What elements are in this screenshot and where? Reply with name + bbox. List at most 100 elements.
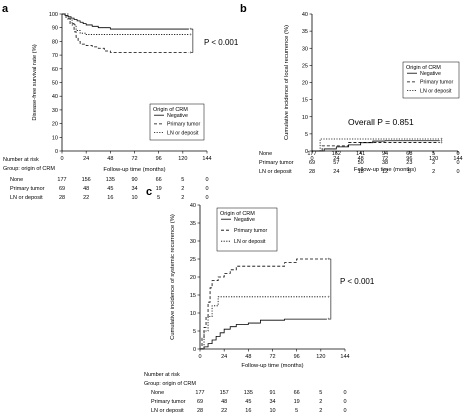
y-tick-label: 10 [302, 115, 308, 121]
y-tick-label: 0 [305, 149, 308, 155]
risk-cell: 5 [408, 169, 411, 175]
risk-cell: 19 [156, 186, 162, 192]
legend-box [149, 103, 205, 141]
legend-title: Origin of CRM [406, 65, 441, 71]
risk-cell: 24 [333, 169, 339, 175]
panel-letter: a [2, 3, 9, 15]
x-tick-label: 120 [178, 156, 187, 162]
risk-cell: 10 [131, 195, 137, 201]
x-axis-title: Follow-up time (months) [354, 167, 416, 173]
p-value-annotation: P < 0.001 [204, 38, 239, 47]
censor-mark: + [440, 138, 443, 143]
y-tick-label: 40 [52, 94, 58, 100]
y-tick-label: 0 [55, 149, 58, 155]
series-line-ln-or-deposit [62, 13, 189, 35]
risk-cell: 2 [181, 195, 184, 201]
x-tick-label: 72 [382, 156, 388, 162]
series-line-negative [312, 140, 440, 152]
risk-cell: 135 [244, 390, 253, 396]
series-line-ln-or-deposit [200, 296, 327, 350]
y-tick-label: 20 [190, 275, 196, 281]
risk-row-label: LN or deposit [259, 169, 292, 175]
y-axis-title: Cumulative incidence of local recurrence… [284, 25, 290, 140]
risk-table-title: Number at risk [3, 157, 39, 163]
risk-cell: 22 [221, 408, 227, 414]
risk-cell: 90 [131, 177, 137, 183]
risk-cell: 66 [294, 390, 300, 396]
risk-cell: 0 [205, 186, 208, 192]
x-tick-label: 96 [406, 156, 412, 162]
risk-row-label: None [259, 151, 272, 157]
x-tick-label: 96 [294, 354, 300, 360]
x-axis-title: Follow-up time (months) [241, 363, 303, 369]
y-tick-label: 90 [52, 26, 58, 32]
risk-cell: 69 [197, 399, 203, 405]
risk-row-label: LN or deposit [10, 195, 43, 201]
legend-title: Origin of CRM [220, 211, 255, 217]
x-tick-label: 72 [269, 354, 275, 360]
risk-cell: 16 [107, 195, 113, 201]
panel-letter: c [146, 186, 152, 198]
y-tick-label: 40 [302, 12, 308, 18]
risk-cell: 10 [269, 408, 275, 414]
risk-cell: 0 [456, 160, 459, 166]
risk-cell: 48 [83, 186, 89, 192]
y-tick-label: 25 [190, 257, 196, 263]
risk-row-label: Primary tumor [259, 160, 294, 166]
risk-cell: 34 [131, 186, 137, 192]
risk-cell: 156 [82, 177, 91, 183]
x-tick-label: 0 [310, 156, 313, 162]
risk-row-label: None [10, 177, 23, 183]
censor-mark: + [440, 140, 443, 145]
risk-cell: 162 [332, 151, 341, 157]
risk-cell: 2 [319, 408, 322, 414]
risk-cell: 18 [358, 169, 364, 175]
y-tick-label: 40 [190, 203, 196, 209]
legend-entry: Primary tumor [167, 122, 200, 128]
risk-cell: 45 [107, 186, 113, 192]
risk-cell: 68 [406, 151, 412, 157]
p-value-annotation: Overall P = 0.851 [348, 117, 414, 127]
series-line-ln-or-deposit [312, 138, 440, 152]
y-tick-label: 5 [193, 329, 196, 335]
x-tick-label: 0 [198, 354, 201, 360]
y-tick-label: 30 [302, 46, 308, 52]
x-axis-title: Follow-up time (months) [103, 167, 165, 173]
risk-cell: 69 [59, 186, 65, 192]
risk-cell: 2 [432, 160, 435, 166]
risk-cell: 45 [245, 399, 251, 405]
y-tick-label: 10 [52, 135, 58, 141]
risk-cell: 0 [343, 408, 346, 414]
legend-entry: LN or deposit [420, 88, 452, 94]
risk-table-group: Group: origin of CRM [3, 166, 55, 172]
risk-cell: 91 [269, 390, 275, 396]
risk-cell: 48 [221, 399, 227, 405]
y-tick-label: 35 [302, 29, 308, 35]
risk-table: Number at risk Group: origin of CRM None 17… [3, 157, 209, 201]
y-tick-label: 30 [190, 239, 196, 245]
y-axis-title: Cumulative incidence of systemic recurre… [170, 214, 176, 340]
legend-entry: LN or deposit [234, 239, 266, 245]
y-tick-label: 80 [52, 39, 58, 45]
y-tick-label: 20 [302, 81, 308, 87]
y-tick-label: 100 [49, 12, 58, 18]
risk-cell: 28 [59, 195, 65, 201]
legend-box [402, 61, 460, 99]
risk-row-label: None [151, 390, 164, 396]
p-value-bracket [328, 258, 332, 320]
legend-entry: Negative [420, 71, 441, 77]
risk-row-label: Primary tumor [151, 399, 186, 405]
y-tick-label: 20 [52, 122, 58, 128]
p-value-bracket [190, 28, 194, 53]
x-tick-label: 48 [358, 156, 364, 162]
y-tick-label: 0 [193, 347, 196, 353]
y-tick-label: 25 [302, 63, 308, 69]
y-tick-label: 30 [52, 108, 58, 114]
risk-cell: 5 [157, 195, 160, 201]
risk-cell: 141 [356, 151, 365, 157]
x-tick-label: 24 [83, 156, 89, 162]
panel-letter: b [240, 3, 247, 15]
risk-cell: 5 [295, 408, 298, 414]
